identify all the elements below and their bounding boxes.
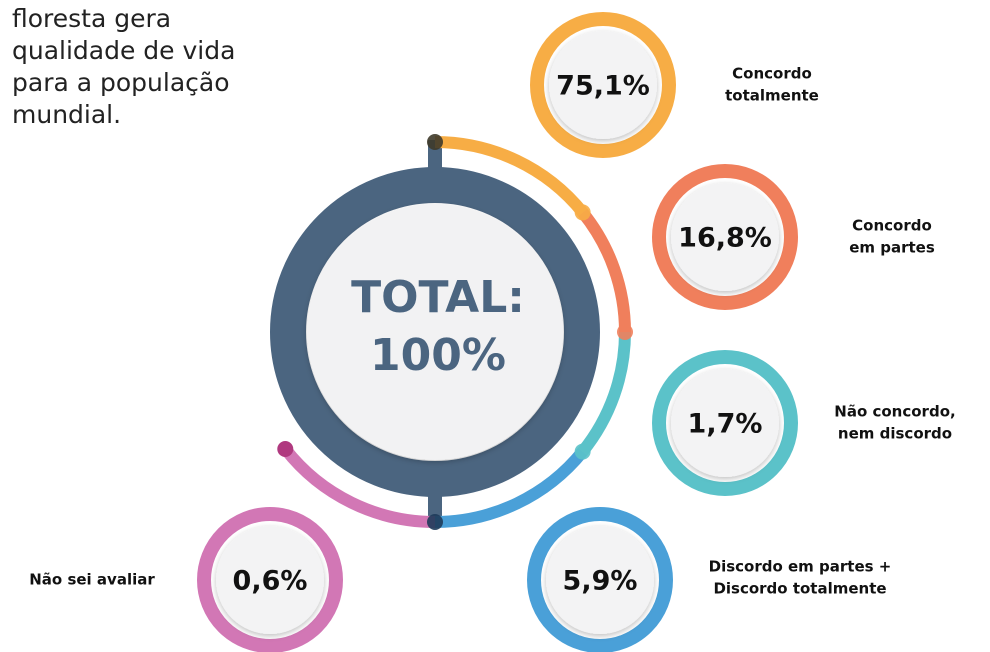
bubble-value: 75,1% <box>556 71 650 102</box>
intro-line: mundial. <box>12 100 121 129</box>
bubble-label: em partes <box>849 239 935 257</box>
bubble-ring <box>652 164 798 310</box>
arc-segment <box>577 331 631 456</box>
bubble-disc <box>671 183 779 291</box>
bubble-ring <box>652 350 798 496</box>
bubble-label: Discordo em partes + <box>709 558 892 576</box>
bubble-ring <box>530 12 676 158</box>
arc-segment <box>434 447 588 528</box>
bubble-ring <box>527 507 673 652</box>
center-disc <box>307 204 563 460</box>
bubble-label: totalmente <box>725 87 819 105</box>
bubble-label: Discordo totalmente <box>713 580 886 598</box>
arc-dot <box>427 514 443 530</box>
intro-line: para a população <box>12 68 230 97</box>
bubble-value: 0,6% <box>233 566 308 597</box>
bubble-ring <box>197 507 343 652</box>
items: 75,1% Concordo totalmente 16,8% Concordo em p… <box>29 12 956 652</box>
arc-dot <box>617 324 633 340</box>
bubble-disc <box>549 31 657 139</box>
bubble-disc <box>546 526 654 634</box>
arc-dot <box>427 134 443 150</box>
intro-line: qualidade de vida <box>12 36 235 65</box>
bubble-disc <box>216 526 324 634</box>
bubble-label: Concordo <box>852 217 932 235</box>
bubble-label: Não concordo, <box>834 403 955 421</box>
bubble-value: 5,9% <box>563 566 638 597</box>
arc-dot <box>574 204 591 221</box>
center-total: 100% <box>370 330 506 381</box>
center-title: TOTAL: <box>351 272 525 323</box>
arc-dot <box>277 440 294 457</box>
intro-line: floresta gera <box>12 4 171 33</box>
bubble-label: Não sei avaliar <box>29 571 155 589</box>
bubble-value: 16,8% <box>678 223 772 254</box>
bubble-value: 1,7% <box>688 409 763 440</box>
arc-segment <box>577 208 631 333</box>
intro-text: floresta gera qualidade de vida para a pop… <box>12 4 235 129</box>
bubble-label: Concordo <box>732 65 812 83</box>
bubble-disc <box>671 369 779 477</box>
arc-segment <box>280 445 436 528</box>
bubble-label: nem discordo <box>838 425 952 443</box>
arc-segment <box>434 136 588 217</box>
arc-dot <box>574 443 591 460</box>
